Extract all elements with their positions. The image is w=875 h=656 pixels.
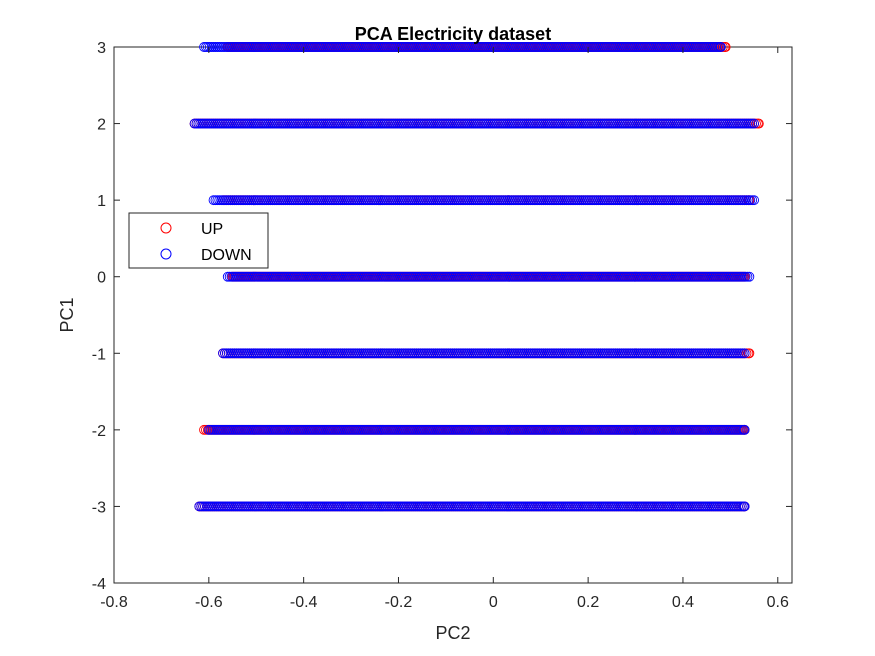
data-point-down	[749, 118, 760, 129]
x-tick-label: 0.6	[767, 594, 789, 611]
legend-label-up: UP	[201, 221, 223, 238]
y-tick-label: 0	[97, 270, 106, 287]
axes-box	[113, 46, 793, 584]
data-point-down	[715, 42, 726, 52]
x-tick-label: -0.4	[290, 594, 318, 611]
chart-title: PCA Electricity dataset	[355, 24, 551, 44]
legend-box	[128, 212, 269, 269]
y-tick-label: 3	[97, 40, 106, 57]
y-tick-label: 1	[97, 193, 106, 210]
x-tick-label: -0.6	[195, 594, 223, 611]
data-point-down	[739, 348, 750, 359]
x-tick-label: -0.8	[100, 594, 128, 611]
x-tick-label: -0.2	[385, 594, 413, 611]
y-tick-label: 2	[97, 117, 106, 134]
data-point-down	[744, 271, 755, 282]
plot-area	[113, 46, 793, 584]
legend-marker-down	[160, 248, 172, 260]
y-tick-label: -4	[92, 576, 106, 593]
data-point-up	[720, 42, 731, 52]
x-tick-label: 0.4	[672, 594, 694, 611]
data-point-down	[739, 501, 750, 512]
data-point-up	[744, 348, 755, 359]
y-tick-label: -1	[92, 346, 106, 363]
data-points	[189, 42, 764, 512]
x-tick-label: 0	[489, 594, 498, 611]
data-point-down	[739, 424, 750, 435]
y-tick-label: -3	[92, 499, 106, 516]
axis-ticks: -0.8 -0.6 -0.4 -0.2 0 0.2 0.4 0.6 -4 -3 -2 -1 0 1 2 3	[92, 40, 792, 611]
data-point-down	[749, 195, 760, 206]
legend: UP DOWN	[128, 212, 269, 269]
x-axis-label: PC2	[435, 623, 470, 643]
data-point-up	[753, 118, 764, 129]
y-tick-label: -2	[92, 423, 106, 440]
legend-marker-up	[160, 222, 172, 234]
legend-label-down: DOWN	[201, 247, 252, 264]
x-tick-label: 0.2	[577, 594, 599, 611]
y-axis-label: PC1	[57, 297, 77, 332]
